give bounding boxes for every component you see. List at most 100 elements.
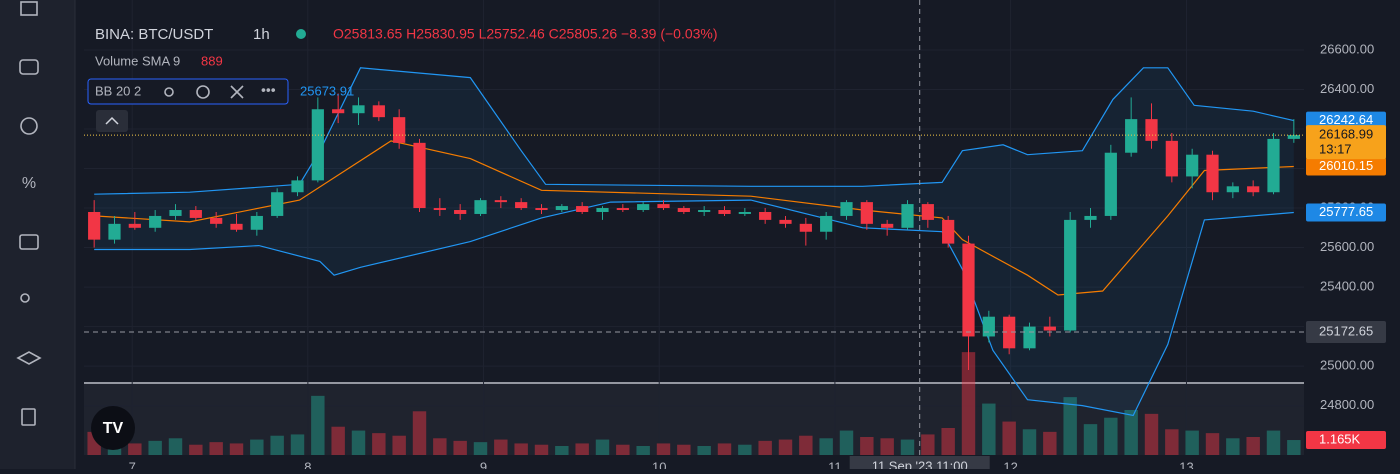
candle-body [596,208,609,212]
legend: BINA: BTC/USDT 1h O25813.65 H25830.95 L2… [87,26,718,132]
x-tick-label: 12 [1003,459,1017,469]
candle-body [1287,135,1300,139]
candle-body [372,105,385,118]
icon-key[interactable] [20,293,30,303]
volume-bar [1287,440,1301,455]
volume-bar [534,444,549,455]
candle-body [230,223,243,230]
volume-bar [961,352,976,455]
candle-body [128,223,141,228]
toolbar-icons[interactable]: % [16,1,42,426]
volume-bar [677,444,691,455]
candle-body [535,208,548,211]
icon-report[interactable] [21,408,36,426]
y-tick-label: 24800.00 [1320,397,1374,412]
bb-label: BB 20 2 [95,83,141,98]
candle-body [1104,152,1117,216]
candle-body [860,202,873,224]
volume-bar [433,438,447,455]
collapse-icon[interactable] [105,116,119,125]
candle-body [779,219,792,224]
candle-body [677,208,690,212]
icon-wallet[interactable] [19,234,39,250]
bb-upper-label: 26242.64 [1319,112,1373,127]
x-tick-label: 11 [828,459,842,469]
price-box [1306,125,1386,160]
candle-body [698,210,711,212]
icon-eye[interactable] [164,87,174,97]
volume-bar [412,411,427,455]
icon-compass[interactable] [20,117,38,135]
volume-bar [1022,429,1037,455]
logo-mark: TV [103,420,124,437]
volume-bar [900,439,915,455]
bb-legend-box[interactable] [87,78,289,105]
candle-body [799,223,812,232]
candle-body [881,223,894,228]
candle-body [1267,138,1280,193]
crosshair-price-box [1306,320,1386,343]
candle-body [494,200,507,203]
icon-bot[interactable] [19,59,39,75]
volume-bar [148,440,162,455]
volume-bar [351,430,366,455]
candle-body [393,117,406,143]
candle-body [1023,326,1036,349]
icon-education[interactable] [16,351,42,365]
candle-body [250,215,263,230]
price-label: 26168.99 [1319,127,1373,142]
candle-body [820,215,833,232]
volume-sma-label: Volume SMA 9 [95,53,180,68]
volume-bar [1104,417,1118,455]
y-tick-label: 25600.00 [1320,239,1374,254]
candle-body [88,211,101,240]
icon-percent[interactable]: % [22,175,36,192]
volume-bar [778,439,793,455]
logo [91,406,135,450]
volume-bar [819,438,833,455]
collapse-button[interactable] [96,110,128,132]
x-tick-label: 7 [129,459,136,469]
candle-body [1043,326,1056,331]
volume-bar [128,443,142,455]
candle-body [1165,140,1178,177]
watermark: TV [91,406,135,450]
volume-bar [717,443,732,455]
volume-bar [575,443,589,455]
volume-bar [229,443,244,455]
volume-bar [1083,424,1098,455]
y-tick-label: 26400.00 [1320,81,1374,96]
candle-body [982,316,995,337]
candle-body [189,210,202,218]
candle-body [616,208,629,211]
volume-bar [1043,431,1057,455]
volume-bar [860,437,874,455]
candle-body [718,210,731,214]
icon-layout[interactable] [20,1,38,16]
candle-body [169,210,182,216]
icon-more[interactable]: ••• [261,82,276,98]
candle-body [637,204,650,211]
volume-bar [738,444,752,455]
volume-bar [311,395,325,455]
volume-bar [331,426,345,455]
icon-settings[interactable] [196,85,210,99]
volume-bar [494,439,508,455]
candle-body [555,206,568,211]
bb-upper-label-box [1306,111,1386,130]
candle-body [271,192,284,216]
crosshair-price: 25172.65 [1319,323,1373,338]
interval: 1h [253,26,270,43]
volume-bar [1226,438,1240,455]
candle-body [1003,316,1016,349]
volume-bar [921,434,935,455]
crosshair-time: 11 Sep '23 11:00 [872,458,968,469]
band-line [94,67,1294,195]
volume-label: 1.165K [1319,431,1361,446]
ohlc: O25813.65 H25830.95 L25752.46 C25805.26 … [333,26,718,42]
candle-body [1084,215,1097,220]
icon-close[interactable] [230,85,244,99]
countdown: 13:17 [1319,142,1352,157]
volume-bar [209,442,223,455]
